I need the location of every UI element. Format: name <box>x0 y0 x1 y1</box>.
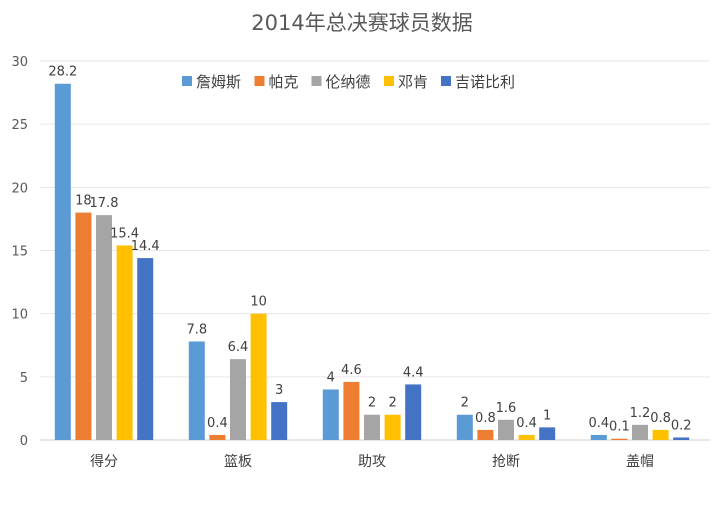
legend-swatch <box>182 76 192 86</box>
data-label: 14.4 <box>131 239 160 254</box>
data-label: 18 <box>75 194 92 209</box>
x-tick-label: 得分 <box>90 453 118 470</box>
y-tick-label: 10 <box>11 308 28 323</box>
bar <box>518 434 535 440</box>
legend-label: 吉诺比利 <box>455 73 515 91</box>
data-label: 1.6 <box>496 401 517 416</box>
bar <box>590 434 607 440</box>
data-label: 0.8 <box>650 411 671 426</box>
data-label: 0.8 <box>475 411 496 426</box>
x-tick-label: 抢断 <box>492 453 520 470</box>
y-tick-label: 15 <box>11 245 28 260</box>
data-label: 10 <box>250 295 267 310</box>
chart-title: 2014年总决赛球员数据 <box>251 11 472 35</box>
data-label: 0.1 <box>609 420 630 435</box>
y-tick-label: 5 <box>20 371 28 386</box>
bar <box>343 381 360 440</box>
bar <box>384 414 401 440</box>
data-label: 1 <box>543 408 551 423</box>
x-tick-label: 助攻 <box>358 454 386 470</box>
bar <box>456 414 473 440</box>
legend-label: 詹姆斯 <box>196 73 241 91</box>
bar <box>250 313 267 440</box>
legend-label: 帕克 <box>269 73 299 91</box>
y-tick-label: 30 <box>11 55 28 70</box>
bar <box>673 437 690 440</box>
data-label: 0.2 <box>671 418 692 433</box>
legend-swatch <box>311 76 322 86</box>
bar <box>230 359 246 440</box>
data-label: 1.2 <box>630 406 651 421</box>
data-label: 4 <box>327 370 335 385</box>
bar <box>611 438 628 440</box>
data-label: 2 <box>388 396 396 411</box>
bar <box>539 427 556 440</box>
data-label: 7.8 <box>186 322 207 337</box>
data-label: 28.2 <box>48 65 77 80</box>
y-tick-label: 25 <box>11 118 28 133</box>
data-label: 15.4 <box>110 226 139 241</box>
data-label: 0.4 <box>516 416 537 431</box>
bar <box>498 419 514 440</box>
data-label: 17.8 <box>90 196 119 211</box>
bar <box>96 215 112 440</box>
data-label: 0.4 <box>207 416 228 431</box>
bar <box>632 424 648 440</box>
y-tick-label: 0 <box>20 434 28 449</box>
bar <box>364 414 380 440</box>
data-label: 4.6 <box>341 363 362 378</box>
data-label: 2 <box>368 396 376 411</box>
legend-swatch <box>254 76 265 86</box>
x-tick-label: 篮板 <box>224 454 252 470</box>
bar <box>137 258 154 440</box>
legend-swatch <box>384 76 394 86</box>
bar <box>188 341 205 440</box>
data-label: 4.4 <box>403 365 424 380</box>
bar <box>116 245 133 440</box>
data-label: 0.4 <box>588 416 609 431</box>
y-tick-label: 20 <box>11 181 28 196</box>
legend-label: 邓肯 <box>398 73 428 91</box>
bar <box>405 384 422 440</box>
legend-label: 伦纳德 <box>326 73 371 91</box>
x-tick-label: 盖帽 <box>626 454 654 470</box>
data-label: 3 <box>275 383 283 398</box>
bar <box>54 83 71 441</box>
bar <box>322 389 339 440</box>
data-label: 2 <box>461 396 469 411</box>
bar <box>271 402 288 440</box>
bar <box>652 429 669 440</box>
bar <box>75 212 92 440</box>
legend-swatch <box>441 76 451 86</box>
bar <box>477 429 494 440</box>
data-label: 6.4 <box>228 340 249 355</box>
bar <box>209 434 226 440</box>
